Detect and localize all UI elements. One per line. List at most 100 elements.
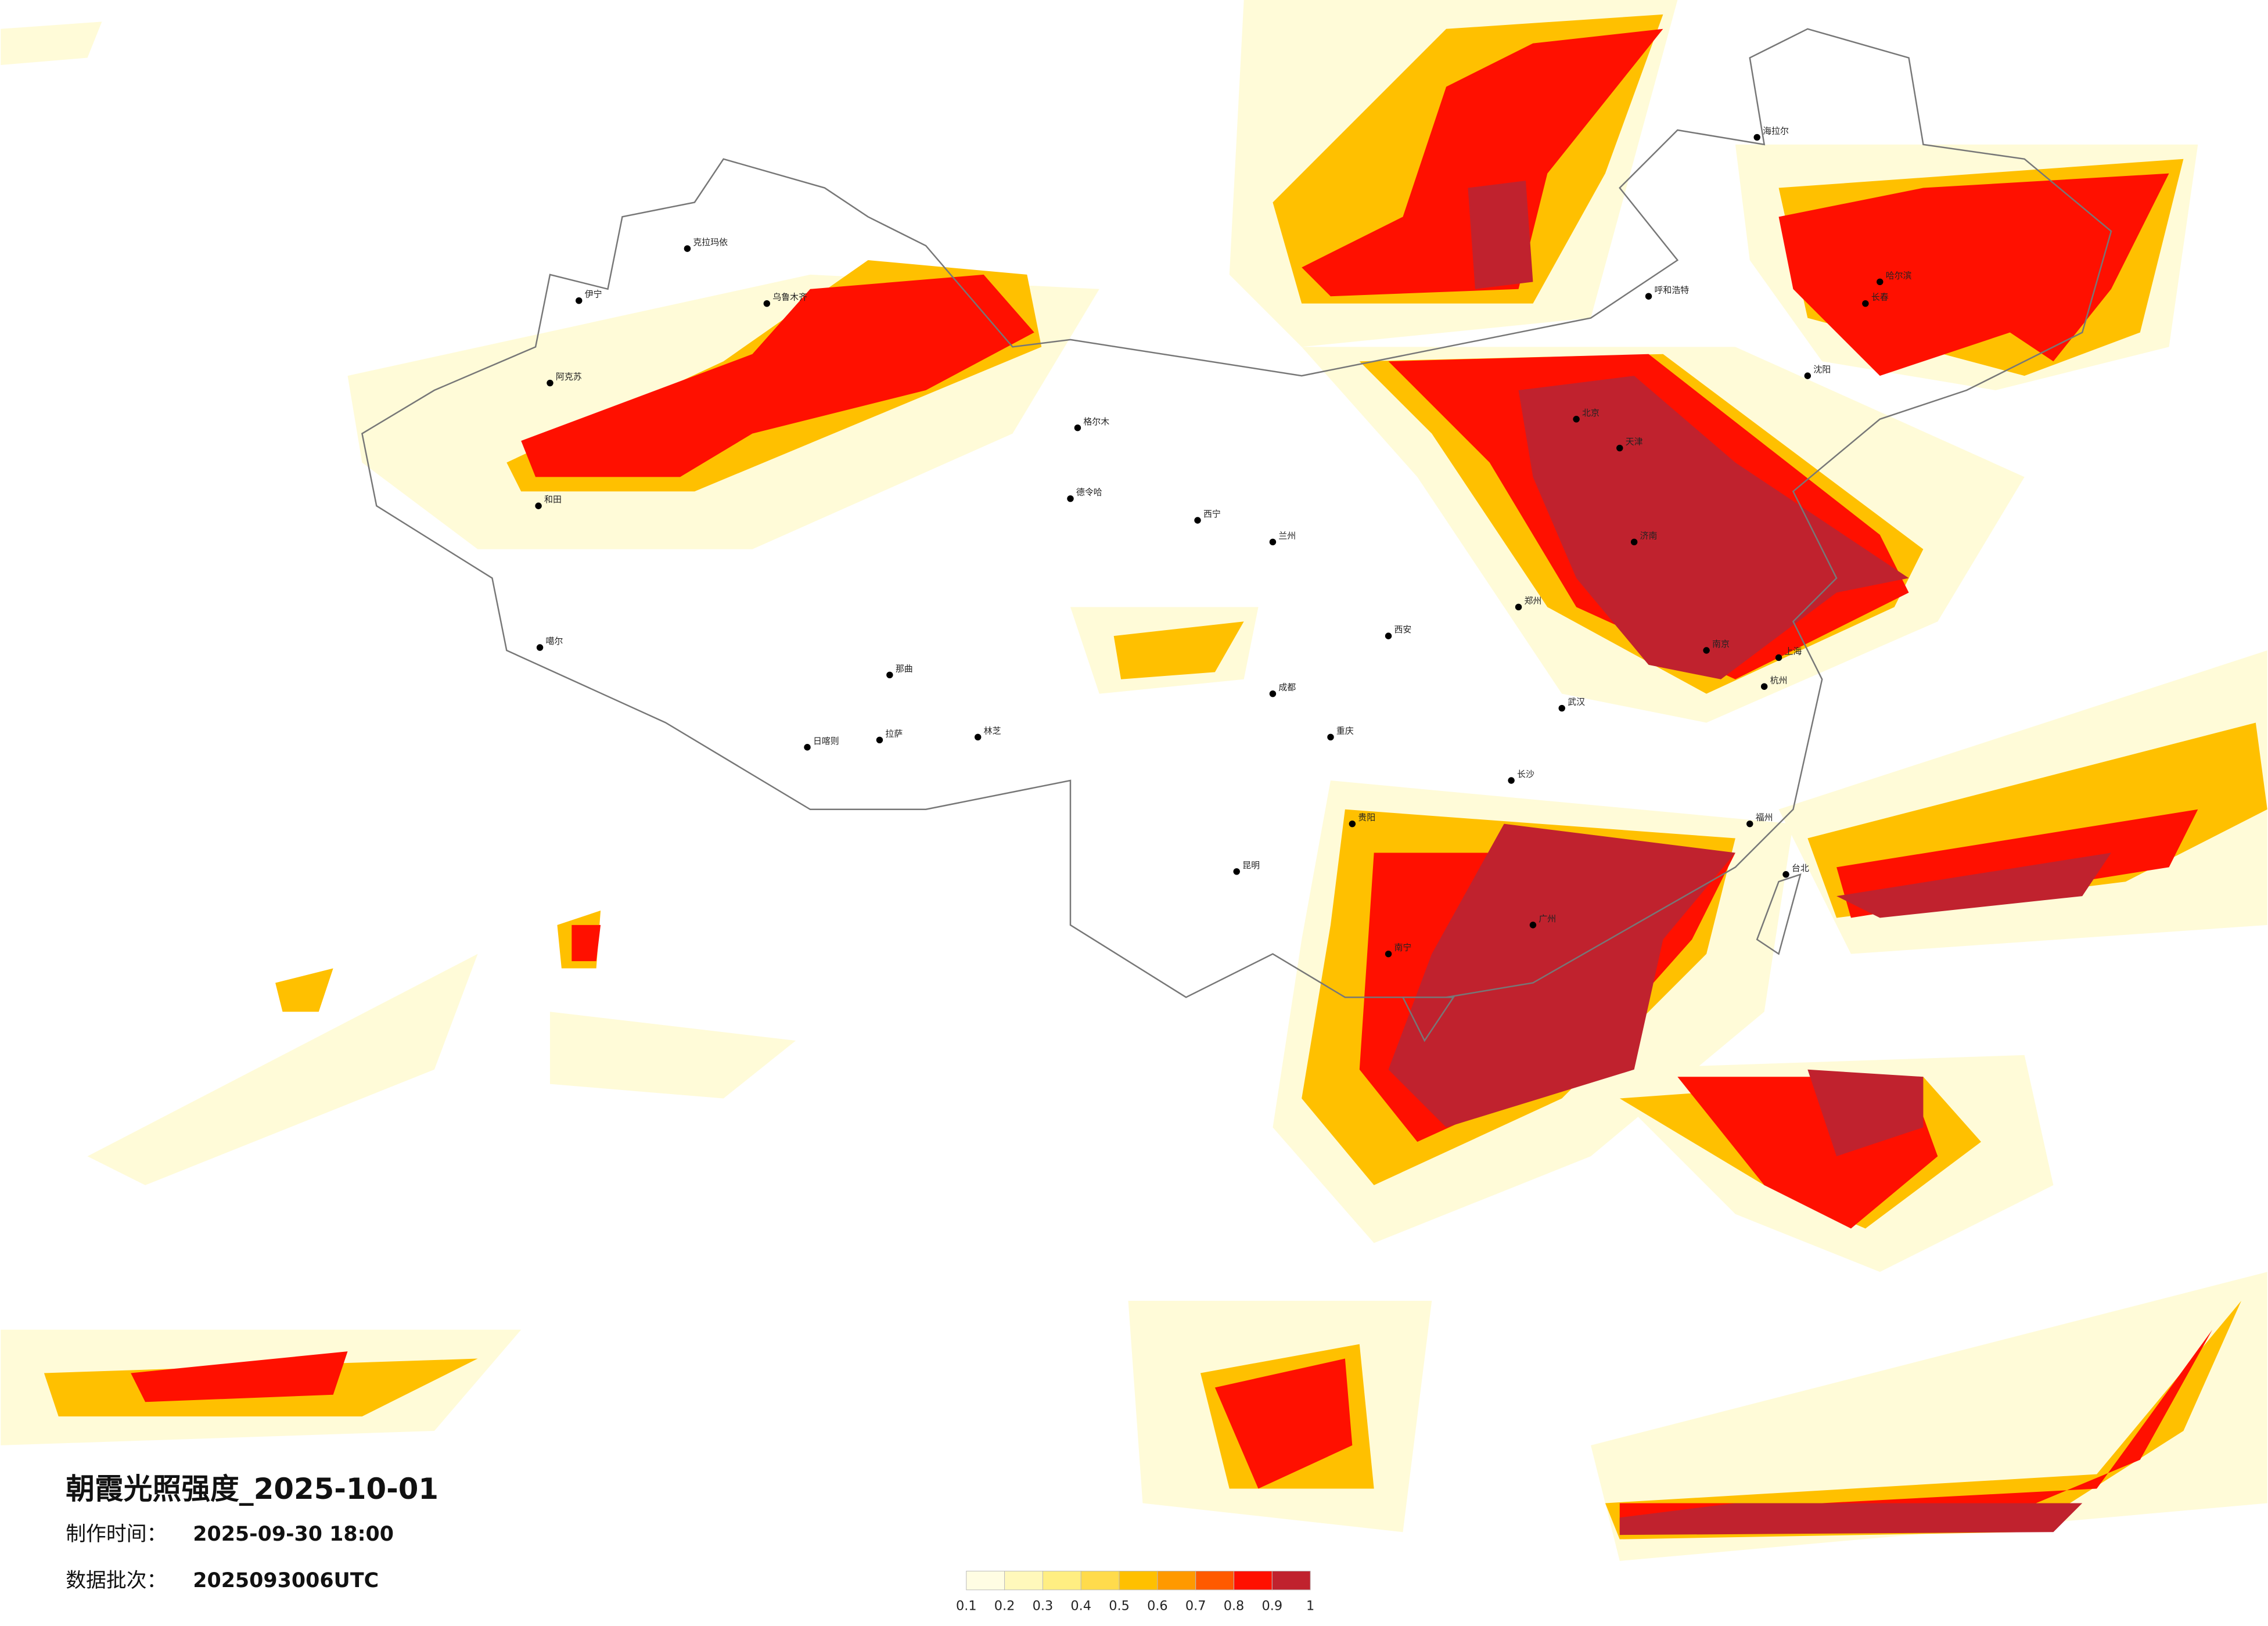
city-dot	[1194, 517, 1201, 524]
city-dot	[684, 245, 691, 252]
city-label: 南宁	[1394, 942, 1412, 953]
city-dot	[1616, 444, 1623, 452]
colorbar-cell	[1004, 1570, 1043, 1591]
high	[131, 28, 2213, 1533]
city-label: 济南	[1640, 530, 1658, 541]
city-label: 伊宁	[585, 289, 602, 300]
city-label: 噶尔	[546, 636, 563, 646]
city-label: 重庆	[1336, 725, 1354, 736]
city-label: 郑州	[1525, 595, 1542, 606]
city-label: 兰州	[1278, 530, 1296, 541]
colorbar-tick-label: 0.2	[994, 1599, 1015, 1614]
city-label: 林芝	[984, 725, 1001, 736]
city-dot	[1782, 871, 1789, 878]
city-dot	[1862, 300, 1869, 307]
city-label: 西宁	[1203, 509, 1221, 519]
city-dot	[1233, 868, 1240, 875]
city-dot	[1877, 278, 1884, 286]
city-dot	[535, 502, 542, 509]
city-label: 福州	[1756, 812, 1773, 823]
colorbar-cell	[1157, 1570, 1196, 1591]
city-label: 西安	[1394, 624, 1412, 635]
colorbar-cell	[966, 1570, 1005, 1591]
city-label: 海拉尔	[1763, 125, 1789, 136]
city-label: 贵阳	[1358, 812, 1375, 823]
city-dot	[536, 644, 544, 651]
city-label: 日喀则	[813, 736, 839, 746]
colorbar-tick-label: 1	[1306, 1599, 1314, 1614]
city-dot	[1573, 416, 1580, 423]
city-dot	[1327, 733, 1334, 741]
city-label: 乌鲁木齐	[772, 292, 807, 303]
city-label: 和田	[544, 494, 562, 505]
colorbar-cell	[1271, 1570, 1311, 1591]
city-dot	[1703, 647, 1710, 654]
city-label: 南京	[1712, 639, 1730, 649]
city-dot	[1385, 632, 1392, 639]
colorbar-tick-label: 0.5	[1109, 1599, 1130, 1614]
city-label: 格尔木	[1083, 416, 1109, 427]
city-dot	[886, 671, 893, 679]
max	[1388, 181, 2111, 1535]
city-label: 天津	[1626, 437, 1643, 447]
city-dot	[1630, 538, 1638, 546]
city-label: 北京	[1582, 408, 1600, 418]
colorbar: 0.1 0.2 0.3 0.4 0.5 0.6 0.7 0.8 0.9 1	[956, 1570, 1314, 1614]
made-label: 制作时间：	[66, 1523, 167, 1546]
city-dot	[1804, 372, 1811, 379]
city-label: 那曲	[896, 663, 913, 674]
city-dot	[804, 744, 811, 751]
city-label: 成都	[1278, 682, 1296, 693]
city-dot	[1349, 820, 1356, 828]
city-dot	[1067, 495, 1074, 502]
city-dot	[1753, 134, 1760, 141]
city-dot	[763, 300, 771, 307]
city-label: 哈尔滨	[1886, 270, 1912, 280]
colorbar-tick-label: 0.3	[1033, 1599, 1054, 1614]
city-dot	[1645, 293, 1652, 300]
medium	[44, 14, 2267, 1539]
colorbar-tick-label: 0.6	[1147, 1599, 1168, 1614]
colorbar-cell	[1195, 1570, 1235, 1591]
city-dot	[1529, 922, 1537, 929]
city-label: 上海	[1785, 646, 1802, 656]
colorbar-cell	[1119, 1570, 1158, 1591]
colorbar-tick-label: 0.4	[1070, 1599, 1091, 1614]
colorbar-cell	[1234, 1570, 1273, 1591]
city-dot	[1074, 424, 1081, 431]
city-label: 长沙	[1517, 769, 1534, 779]
colorbar-tick-label: 0.1	[956, 1599, 977, 1614]
intensity-field	[1, 0, 2267, 1561]
colorbar-tick-label: 0.8	[1224, 1599, 1245, 1614]
city-dot	[1775, 654, 1782, 661]
city-dot	[1269, 538, 1277, 546]
colorbar-cell	[1042, 1570, 1081, 1591]
city-dot	[876, 736, 883, 744]
city-label: 德令哈	[1076, 487, 1102, 498]
city-label: 呼和浩特	[1655, 285, 1690, 295]
city-label: 台北	[1792, 863, 1809, 873]
city-dot	[1269, 690, 1277, 697]
city-label: 阿克苏	[556, 372, 582, 382]
made-value: 2025-09-30 18:00	[193, 1523, 394, 1546]
batch-label: 数据批次：	[66, 1569, 167, 1592]
city-label: 长春	[1871, 292, 1889, 303]
city-dot	[1760, 683, 1768, 690]
city-dot	[576, 297, 583, 304]
city-dot	[547, 379, 553, 387]
city-dot	[1558, 704, 1565, 712]
city-dot	[1515, 603, 1522, 611]
city-label: 拉萨	[885, 728, 903, 739]
colorbar-cell	[1080, 1570, 1120, 1591]
batch-value: 2025093006UTC	[193, 1569, 379, 1592]
city-label: 广州	[1539, 913, 1556, 924]
city-label: 杭州	[1770, 675, 1788, 685]
city-dot	[1746, 820, 1753, 828]
city-dot	[974, 733, 982, 741]
city-label: 克拉玛依	[693, 237, 728, 247]
colorbar-tick-label: 0.9	[1262, 1599, 1283, 1614]
colorbar-tick-label: 0.7	[1185, 1599, 1206, 1614]
city-label: 武汉	[1568, 697, 1585, 707]
